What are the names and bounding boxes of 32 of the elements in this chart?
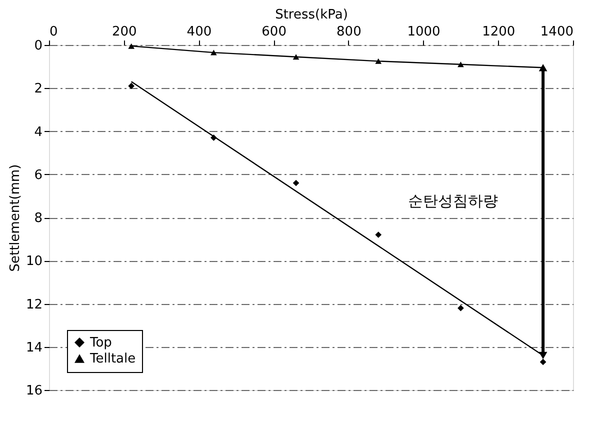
y-axis-title: Settlement(mm) — [8, 164, 23, 272]
x-tick-label: 200 — [112, 24, 137, 40]
y-tick-label: 2 — [34, 82, 42, 97]
point — [292, 54, 300, 60]
legend-label: Telltale — [89, 352, 136, 366]
point — [292, 180, 300, 186]
y-tick-label: 6 — [34, 168, 42, 183]
y-tick-label: 8 — [34, 211, 42, 226]
x-tick-label: 1400 — [540, 24, 574, 40]
x-tick-label: 0 — [50, 24, 58, 40]
x-tick-label: 800 — [336, 24, 362, 40]
y-tick-label: 0 — [34, 38, 42, 54]
legend-label: Top — [89, 336, 112, 350]
annotation: 순탄성침하량 — [408, 192, 498, 210]
x-tick-label: 600 — [262, 24, 286, 40]
point — [458, 304, 464, 312]
point — [540, 358, 546, 366]
x-tick-label: 1200 — [482, 24, 516, 40]
y-tick-label: 16 — [26, 384, 42, 398]
y-tick-label: 10 — [26, 254, 42, 270]
point — [210, 50, 217, 56]
y-tick-label: 4 — [34, 124, 42, 140]
point — [128, 43, 135, 49]
y-tick-label: 14 — [26, 340, 42, 356]
x-axis-title: Stress(kPa) — [275, 8, 348, 22]
point — [375, 58, 382, 64]
point — [128, 82, 135, 90]
x-tick-label: 400 — [186, 24, 212, 40]
point — [458, 62, 464, 68]
y-tick-label: 12 — [26, 297, 42, 312]
point — [375, 232, 382, 238]
x-tick-label: 1000 — [407, 24, 440, 40]
